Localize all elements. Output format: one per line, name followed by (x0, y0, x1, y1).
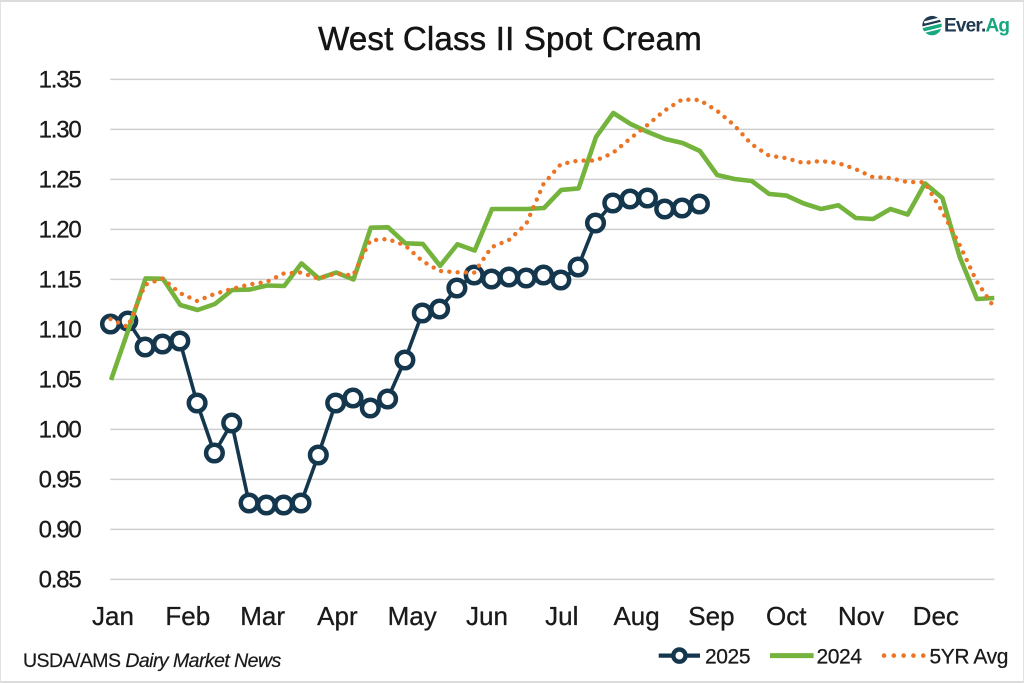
svg-text:Oct: Oct (766, 601, 807, 631)
svg-text:Nov: Nov (838, 601, 884, 631)
svg-text:0.90: 0.90 (39, 516, 82, 543)
svg-text:Feb: Feb (165, 601, 210, 631)
svg-text:1.30: 1.30 (39, 116, 82, 143)
svg-text:May: May (388, 601, 437, 631)
svg-text:2024: 2024 (817, 646, 863, 669)
svg-text:Aug: Aug (613, 601, 659, 631)
svg-text:1.25: 1.25 (39, 166, 82, 193)
svg-text:Jul: Jul (545, 601, 578, 631)
svg-text:0.85: 0.85 (39, 566, 82, 593)
svg-text:1.05: 1.05 (39, 366, 82, 393)
svg-text:Dec: Dec (913, 601, 959, 631)
svg-text:West Class II Spot Cream: West Class II Spot Cream (318, 20, 702, 57)
svg-text:Apr: Apr (317, 601, 358, 631)
svg-text:USDA/AMS Dairy Market News: USDA/AMS Dairy Market News (23, 650, 281, 672)
svg-text:Sep: Sep (688, 601, 734, 631)
svg-text:Ever.Ag: Ever.Ag (944, 16, 1009, 37)
svg-text:2025: 2025 (705, 646, 750, 669)
svg-text:1.20: 1.20 (39, 216, 82, 243)
svg-text:Mar: Mar (240, 601, 285, 631)
svg-text:Jun: Jun (466, 601, 508, 631)
svg-text:Jan: Jan (92, 601, 134, 631)
svg-text:0.95: 0.95 (39, 466, 82, 493)
svg-text:1.15: 1.15 (39, 266, 82, 293)
svg-text:1.35: 1.35 (39, 66, 82, 93)
svg-text:1.10: 1.10 (39, 316, 82, 343)
svg-text:1.00: 1.00 (39, 416, 82, 443)
svg-text:5YR Avg: 5YR Avg (930, 646, 1009, 669)
